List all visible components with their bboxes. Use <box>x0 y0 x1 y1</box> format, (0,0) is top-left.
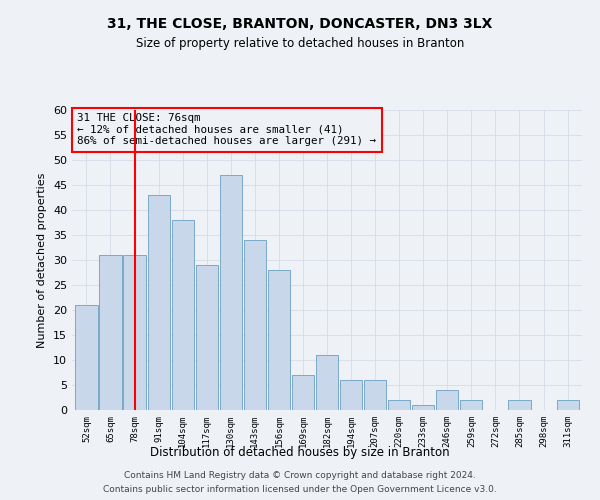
Bar <box>220 175 242 410</box>
Bar <box>388 400 410 410</box>
Bar <box>100 255 122 410</box>
Bar <box>436 390 458 410</box>
Bar <box>76 305 98 410</box>
Bar <box>460 400 482 410</box>
Text: 31, THE CLOSE, BRANTON, DONCASTER, DN3 3LX: 31, THE CLOSE, BRANTON, DONCASTER, DN3 3… <box>107 18 493 32</box>
Text: 31 THE CLOSE: 76sqm
← 12% of detached houses are smaller (41)
86% of semi-detach: 31 THE CLOSE: 76sqm ← 12% of detached ho… <box>77 113 376 146</box>
Bar <box>412 405 434 410</box>
Bar <box>244 240 266 410</box>
Bar <box>364 380 386 410</box>
Bar <box>196 265 218 410</box>
Bar <box>316 355 338 410</box>
Bar <box>508 400 530 410</box>
Bar <box>292 375 314 410</box>
Bar <box>124 255 146 410</box>
Text: Distribution of detached houses by size in Branton: Distribution of detached houses by size … <box>150 446 450 459</box>
Bar <box>557 400 578 410</box>
Bar <box>172 220 194 410</box>
Text: Contains public sector information licensed under the Open Government Licence v3: Contains public sector information licen… <box>103 486 497 494</box>
Bar <box>148 195 170 410</box>
Text: Size of property relative to detached houses in Branton: Size of property relative to detached ho… <box>136 38 464 51</box>
Text: Contains HM Land Registry data © Crown copyright and database right 2024.: Contains HM Land Registry data © Crown c… <box>124 472 476 480</box>
Bar <box>268 270 290 410</box>
Y-axis label: Number of detached properties: Number of detached properties <box>37 172 47 348</box>
Bar <box>340 380 362 410</box>
